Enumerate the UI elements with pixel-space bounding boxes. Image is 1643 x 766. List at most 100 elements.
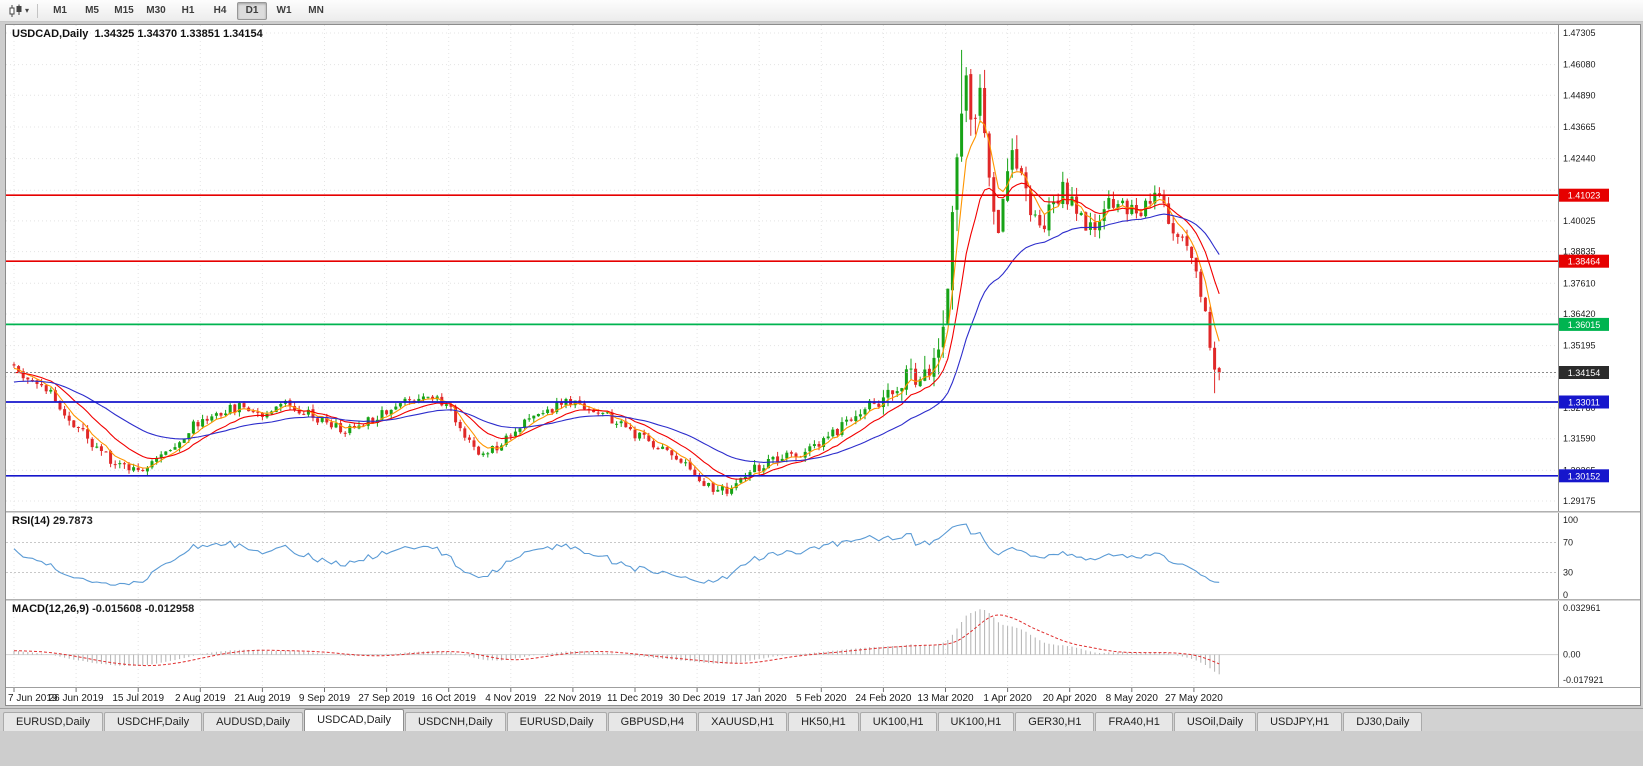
symbol-tab-audusd-daily[interactable]: AUDUSD,Daily xyxy=(203,712,304,731)
moving-average-34 xyxy=(13,213,1220,463)
svg-text:1.30152: 1.30152 xyxy=(1568,471,1601,481)
price-tag: 1.34154 xyxy=(1559,366,1609,379)
price-axis-label: 1.36420 xyxy=(1563,309,1596,319)
date-axis-label: 30 Dec 2019 xyxy=(669,693,726,704)
svg-text:1.36015: 1.36015 xyxy=(1568,320,1601,330)
timeframe-button-h1[interactable]: H1 xyxy=(181,4,195,16)
price-tag: 1.36015 xyxy=(1559,317,1609,331)
symbol-tab-eurusd-daily[interactable]: EURUSD,Daily xyxy=(506,712,607,731)
price-axis-label: 1.35195 xyxy=(1563,341,1596,351)
svg-text:1.38464: 1.38464 xyxy=(1568,257,1601,267)
timeframe-button-m30[interactable]: M30 xyxy=(146,4,166,16)
candles xyxy=(12,49,1221,497)
rsi-indicator-panel: 100 70 30 0 RSI(14) 29.7873 xyxy=(6,513,1640,599)
date-axis-label: 17 Jan 2020 xyxy=(732,693,787,704)
timeframe-button-mn[interactable]: MN xyxy=(308,4,324,16)
macd-axis-label: -0.017921 xyxy=(1563,675,1604,685)
symbol-tab-eurusd-daily[interactable]: EURUSD,Daily xyxy=(3,712,103,731)
price-axis-label: 1.38835 xyxy=(1563,247,1596,257)
main-chart-canvas[interactable]: 1.47305 1.46080 1.44890 1.43665 1.42440 1.400… xyxy=(6,25,1640,511)
price-axis-label: 1.47305 xyxy=(1563,28,1596,38)
chevron-down-icon: ▾ xyxy=(25,5,30,15)
date-axis-label: 22 Nov 2019 xyxy=(545,693,602,704)
price-axis-label: 1.31590 xyxy=(1563,434,1596,444)
rsi-axis-label: 100 xyxy=(1563,515,1578,525)
date-axis-label: 4 Nov 2019 xyxy=(485,693,537,704)
rsi-canvas[interactable]: 100 70 30 0 xyxy=(6,513,1640,599)
date-axis-label: 27 Sep 2019 xyxy=(358,693,415,704)
chart-type-selector[interactable]: ▾ xyxy=(6,3,31,19)
symbol-tab-bar: EURUSD,Daily USDCHF,Daily AUDUSD,Daily USDC… xyxy=(0,708,1643,731)
price-tag: 1.30152 xyxy=(1559,469,1609,483)
date-axis-label: 8 May 2020 xyxy=(1106,693,1159,704)
date-axis[interactable]: 7 Jun 2019 26 Jun 2019 15 Jul 2019 2 Aug 20… xyxy=(6,688,1640,705)
symbol-tab-usoil-daily[interactable]: USOil,Daily xyxy=(1173,712,1257,731)
candlestick-chart-icon xyxy=(9,4,22,17)
panel-splitter xyxy=(6,687,1640,688)
date-axis-label: 2 Aug 2019 xyxy=(175,693,226,704)
date-axis-label: 21 Aug 2019 xyxy=(234,693,291,704)
symbol-tab-xauusd-h1[interactable]: XAUUSD,H1 xyxy=(698,712,788,731)
rsi-axis-label: 70 xyxy=(1563,538,1573,548)
toolbar: ▾ M1 M5 M15 M30 H1 H4 D1 W1 MN xyxy=(0,0,1643,22)
date-axis-label: 26 Jun 2019 xyxy=(49,693,104,704)
rsi-axis-label: 0 xyxy=(1563,590,1568,599)
symbol-tab-uk100-h1[interactable]: UK100,H1 xyxy=(859,712,937,731)
symbol-tab-hk50-h1[interactable]: HK50,H1 xyxy=(788,712,859,731)
macd-signal-line xyxy=(14,614,1220,667)
symbol-tab-fra40-h1[interactable]: FRA40,H1 xyxy=(1095,712,1173,731)
date-axis-label: 16 Oct 2019 xyxy=(421,693,476,704)
date-axis-label: 20 Apr 2020 xyxy=(1043,693,1097,704)
price-axis-label: 1.44890 xyxy=(1563,90,1596,100)
timeframe-button-d1[interactable]: D1 xyxy=(237,1,268,20)
macd-indicator-panel: 0.032961 0.00 -0.017921 MACD(12,26,9) -0.0… xyxy=(6,601,1640,687)
price-axis-label: 1.40025 xyxy=(1563,216,1596,226)
macd-axis-label: 0.00 xyxy=(1563,650,1581,660)
symbol-tab-dj30-daily[interactable]: DJ30,Daily xyxy=(1343,712,1423,731)
moving-average-13 xyxy=(13,182,1220,480)
date-axis-label: 11 Dec 2019 xyxy=(607,693,663,704)
timeframe-button-m5[interactable]: M5 xyxy=(85,4,99,16)
grid xyxy=(6,25,1558,511)
macd-canvas[interactable]: 0.032961 0.00 -0.017921 xyxy=(6,601,1640,687)
timeframe-button-m1[interactable]: M1 xyxy=(53,4,67,16)
panel-splitter[interactable] xyxy=(6,511,1640,513)
moving-average-5 xyxy=(13,119,1220,489)
symbol-tab-usdjpy-h1[interactable]: USDJPY,H1 xyxy=(1257,712,1343,731)
svg-text:1.41023: 1.41023 xyxy=(1568,191,1601,201)
price-axis-label: 1.37610 xyxy=(1563,278,1596,288)
price-tag: 1.41023 xyxy=(1559,188,1609,202)
date-axis-label: 7 Jun 2019 xyxy=(8,693,58,704)
toolbar-separator xyxy=(37,3,39,18)
price-axis-label: 1.46080 xyxy=(1563,60,1596,70)
panel-splitter[interactable] xyxy=(6,599,1640,601)
timeframe-button-h4[interactable]: H4 xyxy=(213,4,227,16)
timeframe-button-w1[interactable]: W1 xyxy=(276,4,292,16)
date-axis-label: 1 Apr 2020 xyxy=(983,693,1032,704)
macd-axis-label: 0.032961 xyxy=(1563,603,1601,613)
price-tag: 1.33011 xyxy=(1559,395,1609,409)
timeframe-toolbar: M1 M5 M15 M30 H1 H4 D1 W1 MN xyxy=(44,1,332,20)
date-axis-label: 13 Mar 2020 xyxy=(917,693,974,704)
symbol-tab-uk100-h1[interactable]: UK100,H1 xyxy=(937,712,1015,731)
rsi-axis-label: 30 xyxy=(1563,568,1573,578)
svg-text:1.34154: 1.34154 xyxy=(1568,368,1601,378)
symbol-tab-usdchf-daily[interactable]: USDCHF,Daily xyxy=(103,712,203,731)
main-chart-panel: 1.47305 1.46080 1.44890 1.43665 1.42440 1.400… xyxy=(6,25,1640,511)
timeframe-button-m15[interactable]: M15 xyxy=(114,4,134,16)
price-tag: 1.38464 xyxy=(1559,254,1609,268)
price-axis-label: 1.42440 xyxy=(1563,154,1596,164)
symbol-tab-gbpusd-h4[interactable]: GBPUSD,H4 xyxy=(607,712,698,731)
window-bottom-area xyxy=(0,731,1643,766)
symbol-tab-usdcad-daily[interactable]: USDCAD,Daily xyxy=(304,709,405,731)
chart-window: 1.47305 1.46080 1.44890 1.43665 1.42440 1.400… xyxy=(5,24,1641,706)
symbol-tab-usdcnh-daily[interactable]: USDCNH,Daily xyxy=(405,712,506,731)
date-axis-label: 9 Sep 2019 xyxy=(299,693,351,704)
macd-histogram xyxy=(13,609,1220,675)
date-axis-label: 5 Feb 2020 xyxy=(796,693,847,704)
price-axis-label: 1.43665 xyxy=(1563,122,1596,132)
symbol-tab-ger30-h1[interactable]: GER30,H1 xyxy=(1015,712,1095,731)
date-axis-label: 24 Feb 2020 xyxy=(855,693,912,704)
